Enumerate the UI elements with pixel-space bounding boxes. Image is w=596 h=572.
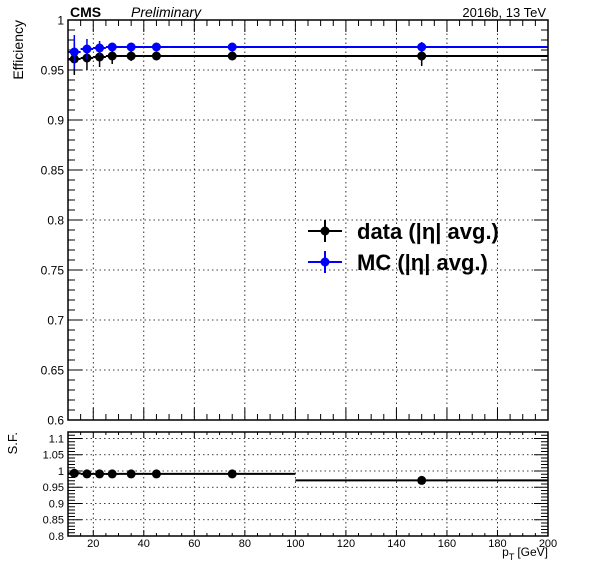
efficiency-y-tick-label: 0.8	[47, 213, 64, 227]
scale-factor-series-0-point	[80, 469, 94, 479]
data-point-marker	[151, 51, 161, 61]
x-tick-label: 80	[239, 538, 251, 550]
efficiency-series-1-point	[105, 42, 119, 52]
efficiency-series	[68, 35, 548, 75]
efficiency-ticks	[67, 19, 549, 421]
scale-factor-y-tick-label: 1.1	[49, 433, 64, 445]
scale-factor-y-tick-label: 0.85	[43, 515, 64, 527]
data-point-marker	[126, 51, 136, 61]
data-point-marker	[107, 51, 117, 61]
data-point-marker	[69, 47, 79, 57]
x-tick-label: 140	[387, 538, 405, 550]
data-point-marker	[107, 42, 117, 52]
efficiency-y-tick-label: 0.65	[41, 363, 65, 377]
efficiency-series-1-point	[295, 42, 548, 52]
efficiency-y-tick-label: 0.6	[47, 413, 64, 427]
legend-label-mc: MC (|η| avg.)	[357, 250, 488, 275]
scale-factor-y-tick-labels: 0.8 0.85 0.9 0.95 1 1.05 1.1	[43, 433, 64, 543]
data-point-marker	[95, 469, 105, 479]
scale-factor-grid	[68, 432, 548, 536]
efficiency-grid	[68, 20, 548, 420]
efficiency-y-tick-labels: 0.6 0.65 0.7 0.75 0.8 0.85 0.9 0.95 1	[41, 13, 65, 427]
scale-factor-series-0-point	[93, 469, 106, 479]
scale-factor-series-0-point	[68, 468, 81, 478]
status-label: Preliminary	[131, 4, 202, 20]
efficiency-series-0-point	[118, 51, 144, 61]
x-tick-label: 40	[138, 538, 150, 550]
legend-item-data: data (|η| avg.)	[308, 219, 499, 244]
scale-factor-series-0-point	[105, 469, 119, 479]
efficiency-series-1-point	[93, 41, 106, 55]
scale-factor-y-tick-label: 0.8	[49, 531, 64, 543]
scale-factor-axis-title: S.F.	[5, 432, 20, 454]
data-point-marker	[95, 43, 105, 53]
scale-factor-series	[68, 468, 548, 485]
efficiency-y-tick-label: 0.7	[47, 313, 64, 327]
efficiency-y-tick-label: 1	[57, 13, 64, 27]
data-point-marker	[151, 42, 161, 52]
experiment-label: CMS	[70, 4, 101, 20]
efficiency-series-0-point	[169, 51, 296, 61]
data-point-marker	[227, 469, 237, 479]
data-point-marker	[227, 51, 237, 61]
x-axis-title-subscript: T	[509, 552, 515, 562]
efficiency-y-tick-label: 0.85	[41, 163, 65, 177]
efficiency-plot-frame	[67, 19, 549, 421]
legend: data (|η| avg.) MC (|η| avg.)	[308, 219, 499, 275]
scale-factor-y-tick-label: 1	[58, 466, 64, 478]
x-tick-label: 20	[87, 538, 99, 550]
x-tick-label: 160	[438, 538, 456, 550]
x-tick-label: 60	[188, 538, 200, 550]
data-point-marker	[417, 475, 427, 485]
efficiency-series-1-point	[118, 42, 144, 52]
legend-item-mc: MC (|η| avg.)	[308, 250, 488, 275]
data-point-marker	[126, 42, 136, 52]
efficiency-series-1-point	[169, 42, 296, 52]
efficiency-y-tick-label: 0.95	[41, 63, 65, 77]
scale-factor-ticks	[67, 431, 549, 537]
legend-marker-dot-data	[320, 226, 330, 236]
legend-marker-dot-mc	[320, 257, 330, 267]
x-tick-label: 180	[488, 538, 506, 550]
data-point-marker	[82, 44, 92, 54]
x-axis-title: pT [GeV]	[502, 545, 548, 562]
x-axis-title-main: p	[502, 545, 509, 559]
scale-factor-y-tick-label: 0.95	[43, 482, 64, 494]
x-axis-title-unit: [GeV]	[517, 545, 548, 559]
data-point-marker	[151, 469, 161, 479]
data-point-marker	[69, 468, 79, 478]
scale-factor-series-0-point	[143, 469, 170, 479]
scale-factor-series-0-point	[295, 475, 548, 485]
efficiency-series-0-point	[295, 46, 548, 66]
x-tick-label: 100	[286, 538, 304, 550]
scale-factor-series-0-point	[118, 469, 144, 479]
data-point-marker	[95, 52, 105, 62]
efficiency-series-1-point	[80, 39, 94, 59]
x-tick-label: 120	[337, 538, 355, 550]
data-point-marker	[417, 51, 427, 61]
data-point-marker	[126, 469, 136, 479]
x-tick-labels: 20 40 60 80 100 120 140 160 180 200	[87, 538, 557, 550]
efficiency-y-tick-label: 0.75	[41, 263, 65, 277]
legend-label-data: data (|η| avg.)	[357, 219, 499, 244]
x-tick-label: 200	[539, 538, 557, 550]
efficiency-series-1-point	[143, 42, 170, 52]
data-point-marker	[417, 42, 427, 52]
data-point-marker	[107, 469, 117, 479]
scale-factor-y-tick-label: 1.05	[43, 450, 64, 462]
run-info-label: 2016b, 13 TeV	[462, 5, 546, 20]
scale-factor-plot-frame	[67, 431, 549, 537]
efficiency-axis-title: Efficiency	[10, 20, 26, 80]
efficiency-y-tick-label: 0.9	[47, 113, 64, 127]
data-point-marker	[227, 42, 237, 52]
scale-factor-series-0-point	[169, 469, 296, 479]
efficiency-series-1-point	[68, 35, 81, 69]
scale-factor-y-tick-label: 0.9	[49, 498, 64, 510]
efficiency-series-0-point	[143, 51, 170, 61]
data-point-marker	[82, 469, 92, 479]
